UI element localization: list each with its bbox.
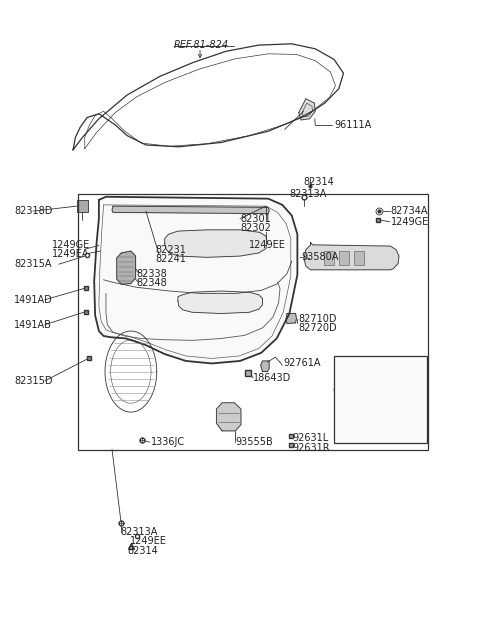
Text: 82710D: 82710D bbox=[299, 313, 337, 324]
Bar bbox=[401, 383, 409, 396]
Polygon shape bbox=[117, 251, 135, 284]
Polygon shape bbox=[304, 242, 399, 270]
Polygon shape bbox=[299, 99, 315, 120]
Text: 96111A: 96111A bbox=[334, 120, 372, 130]
Text: 18643D: 18643D bbox=[253, 373, 291, 383]
Text: 82231: 82231 bbox=[156, 245, 186, 255]
Bar bbox=[361, 383, 370, 396]
Text: 1491AB: 1491AB bbox=[14, 320, 52, 330]
Text: 82314: 82314 bbox=[127, 546, 158, 555]
Text: REF.81-824: REF.81-824 bbox=[174, 40, 229, 50]
Text: 1249GE: 1249GE bbox=[52, 240, 90, 250]
Bar bbox=[339, 251, 349, 265]
Text: 92631L: 92631L bbox=[293, 433, 329, 443]
Bar bbox=[354, 251, 364, 265]
Text: 92631R: 92631R bbox=[293, 443, 330, 453]
Bar bbox=[348, 383, 357, 396]
Text: 1336JC: 1336JC bbox=[151, 437, 185, 447]
Polygon shape bbox=[334, 373, 424, 401]
Text: 82315D: 82315D bbox=[14, 376, 53, 386]
Bar bbox=[78, 194, 428, 450]
Text: 1249EE: 1249EE bbox=[130, 536, 167, 547]
Bar bbox=[374, 383, 383, 396]
Polygon shape bbox=[112, 206, 269, 213]
Text: 82318D: 82318D bbox=[14, 206, 53, 216]
Text: 92761A: 92761A bbox=[283, 359, 321, 368]
Text: 82720D: 82720D bbox=[299, 323, 337, 333]
Text: (LH): (LH) bbox=[344, 359, 364, 368]
Bar bbox=[334, 356, 427, 443]
Polygon shape bbox=[94, 197, 298, 364]
Bar bbox=[324, 251, 334, 265]
Polygon shape bbox=[165, 230, 267, 257]
Text: 82313A: 82313A bbox=[120, 527, 157, 537]
Text: 1249EA: 1249EA bbox=[52, 249, 89, 259]
Polygon shape bbox=[178, 291, 263, 313]
Text: 82301: 82301 bbox=[240, 213, 271, 224]
Polygon shape bbox=[286, 313, 297, 324]
Text: 82314: 82314 bbox=[303, 178, 334, 187]
Text: 82348: 82348 bbox=[136, 278, 167, 288]
Bar bbox=[388, 383, 396, 396]
Text: 82734A: 82734A bbox=[391, 206, 428, 216]
Bar bbox=[77, 200, 88, 212]
Text: 1491AD: 1491AD bbox=[14, 295, 53, 304]
Text: 93555B: 93555B bbox=[235, 437, 273, 447]
Text: 1249GE: 1249GE bbox=[391, 217, 429, 227]
Text: 82241: 82241 bbox=[156, 254, 186, 264]
Text: 93580A: 93580A bbox=[301, 252, 338, 262]
Polygon shape bbox=[216, 403, 241, 431]
Text: 82302: 82302 bbox=[240, 223, 271, 233]
Polygon shape bbox=[261, 361, 269, 371]
Text: 93570B: 93570B bbox=[355, 380, 393, 390]
Text: 82338: 82338 bbox=[136, 269, 167, 278]
Text: 82313A: 82313A bbox=[289, 189, 327, 199]
Text: 82315A: 82315A bbox=[14, 259, 52, 269]
Text: 1249EE: 1249EE bbox=[250, 240, 286, 250]
